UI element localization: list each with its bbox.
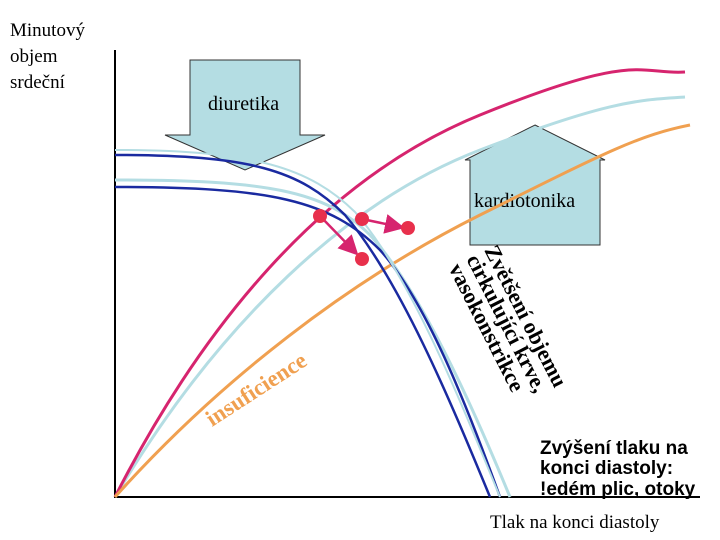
point [355,212,369,226]
function-curve [113,123,691,499]
y-axis-label: objem [10,46,58,67]
point [401,221,415,235]
function-curve [113,95,686,498]
return-curve [114,178,512,498]
y-axis-label: Minutový [10,20,85,41]
x-axis-label: Tlak na konci diastoly [490,512,660,533]
annotation: konci diastoly: [540,458,673,479]
function-curve [113,68,686,498]
return-curve [114,149,501,498]
return-curve [114,153,492,498]
down-arrow-label: diuretika [208,93,279,115]
down-arrow [164,59,326,171]
return-curve [114,185,502,498]
point [355,252,369,266]
point [313,209,327,223]
y-axis-label: srdeční [10,72,66,93]
transition-arrow [319,215,359,256]
annotation: !edém plic, otoky [540,479,696,500]
annotation: Zvýšení tlaku na [540,438,688,459]
up-arrow [464,124,606,246]
